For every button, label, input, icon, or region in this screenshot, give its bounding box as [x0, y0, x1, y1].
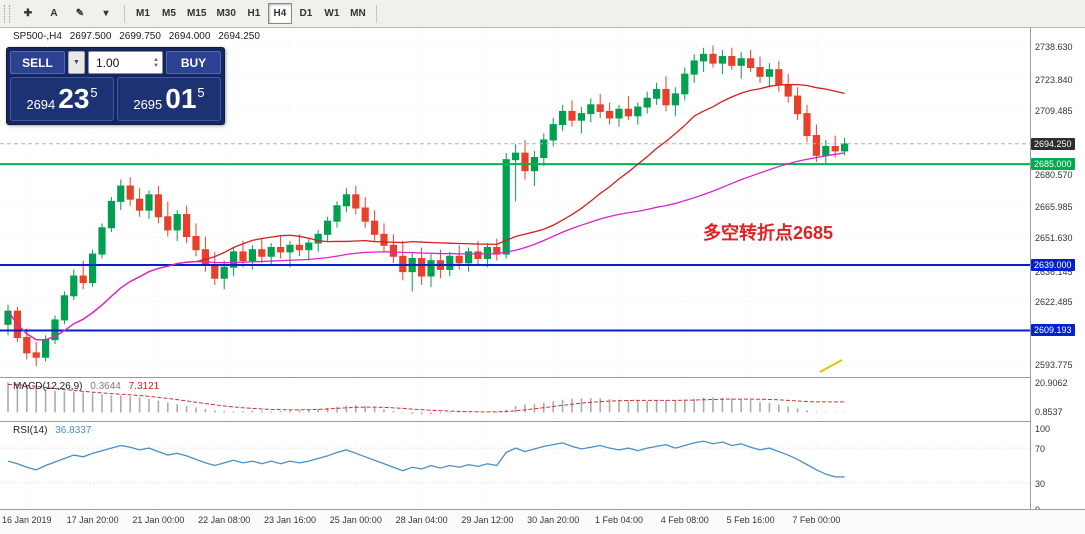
- close-value: 2694.250: [218, 31, 260, 42]
- rsi-name: RSI(14): [13, 425, 48, 436]
- timeframe-m30[interactable]: M30: [212, 3, 239, 24]
- rsi-value: 36.8337: [55, 425, 92, 436]
- open-value: 2697.500: [69, 31, 112, 42]
- high-value: 2699.750: [119, 31, 161, 42]
- price-scale[interactable]: 2738.630 2723.840 2709.485 2680.570 2665.985…: [1030, 28, 1085, 515]
- price-axis-label: 2651.630: [1035, 233, 1073, 244]
- macd-main-value: 0.3644: [90, 381, 121, 392]
- main-toolbar: ✚ A ✎ ▾ M1 M5 M15 M30 H1 H4 D1 W1 MN: [0, 0, 1085, 28]
- draw-tool-menu-icon[interactable]: ▾: [94, 3, 118, 24]
- sell-button[interactable]: SELL: [10, 51, 65, 74]
- ohlc-header: SP500-,H4 2697.500 2699.750 2694.000 269…: [13, 31, 265, 42]
- bid-prefix: 2694: [26, 96, 56, 112]
- timeframe-mn[interactable]: MN: [346, 3, 370, 24]
- time-axis-label: 23 Jan 16:00: [263, 515, 317, 525]
- timeframe-m1[interactable]: M1: [131, 3, 155, 24]
- one-click-trading-panel: SELL ▼ 1.00 ▲ ▼ BUY 2694 23 5 2695 01 5: [6, 47, 225, 125]
- volume-input[interactable]: 1.00 ▲ ▼: [88, 51, 163, 74]
- time-scale[interactable]: 16 Jan 2019 17 Jan 20:00 21 Jan 00:00 22 Ja…: [0, 509, 1085, 534]
- rsi-indicator-label: RSI(14) 36.8337: [13, 425, 91, 436]
- price-axis-label: 2665.985: [1035, 201, 1073, 212]
- time-axis-label: 17 Jan 20:00: [66, 515, 119, 525]
- text-tool-icon[interactable]: A: [42, 3, 66, 24]
- macd-axis-label: 0.8537: [1035, 407, 1063, 418]
- low-value: 2694.000: [168, 31, 211, 42]
- price-axis-label: 2593.775: [1035, 360, 1073, 371]
- bid-price-display[interactable]: 2694 23 5: [10, 77, 114, 121]
- time-axis-label: 29 Jan 12:00: [461, 515, 514, 525]
- volume-decrease-button[interactable]: ▼: [153, 62, 159, 69]
- time-axis-label: 22 Jan 08:00: [198, 515, 251, 525]
- price-axis-label: 2680.570: [1035, 169, 1073, 180]
- rsi-indicator-chart[interactable]: [0, 422, 1030, 509]
- panel-divider-rsi[interactable]: [0, 421, 1085, 422]
- chart-annotation-text: 多空转折点2685: [703, 223, 834, 243]
- draw-tool-icon[interactable]: ✎: [68, 3, 92, 24]
- timeframe-buttons: M1 M5 M15 M30 H1 H4 D1 W1 MN: [130, 3, 371, 24]
- timeframe-h1[interactable]: H1: [242, 3, 266, 24]
- volume-increase-button[interactable]: ▲: [153, 56, 159, 63]
- rsi-axis-label: 30: [1035, 478, 1046, 489]
- buy-button[interactable]: BUY: [166, 51, 221, 74]
- drawing-tools-group: ✚ A ✎ ▾: [15, 3, 119, 24]
- ask-price-display[interactable]: 2695 01 5: [117, 77, 221, 121]
- macd-axis-label: 20.9062: [1035, 378, 1068, 389]
- volume-value[interactable]: 1.00: [96, 55, 120, 70]
- time-axis-label: 7 Feb 00:00: [792, 515, 841, 525]
- time-axis-label: 28 Jan 04:00: [395, 515, 448, 525]
- symbol-timeframe-label: SP500-,H4: [13, 31, 62, 42]
- timeframe-w1[interactable]: W1: [320, 3, 344, 24]
- time-axis-label: 16 Jan 2019: [2, 515, 52, 525]
- price-line-label: 2639.000: [1031, 259, 1075, 272]
- cursor-tool-icon[interactable]: ✚: [16, 3, 40, 24]
- ask-pip-digit: 5: [197, 85, 205, 100]
- timeframe-m5[interactable]: M5: [157, 3, 181, 24]
- chevron-down-icon: ▼: [73, 59, 80, 66]
- ask-big-digits: 01: [165, 83, 197, 114]
- time-axis-label: 25 Jan 00:00: [329, 515, 382, 525]
- price-axis-label: 2636.145: [1035, 267, 1073, 278]
- macd-indicator-chart[interactable]: [0, 378, 1030, 421]
- price-axis-label: 2709.485: [1035, 106, 1073, 117]
- toolbar-separator-2: [375, 4, 377, 23]
- toolbar-drag-handle[interactable]: [4, 4, 10, 23]
- price-line-label: 2694.250: [1031, 137, 1075, 150]
- bid-pip-digit: 5: [90, 85, 98, 100]
- timeframe-h4[interactable]: H4: [267, 3, 292, 24]
- macd-name: MACD(12,26,9): [13, 381, 83, 392]
- ask-prefix: 2695: [133, 96, 163, 112]
- order-options-dropdown[interactable]: ▼: [68, 51, 85, 74]
- price-axis-label: 2723.840: [1035, 74, 1073, 85]
- timeframe-d1[interactable]: D1: [294, 3, 318, 24]
- candlestick-chart[interactable]: [0, 28, 1030, 377]
- panel-divider-macd[interactable]: [0, 377, 1085, 378]
- rsi-axis-label: 70: [1035, 444, 1046, 455]
- macd-indicator-label: MACD(12,26,9) 0.3644 7.3121: [13, 381, 159, 392]
- price-line-label: 2609.193: [1031, 324, 1075, 337]
- rsi-axis-label: 100: [1035, 424, 1051, 434]
- time-axis-label: 30 Jan 20:00: [527, 515, 580, 525]
- macd-signal-value: 7.3121: [128, 381, 160, 392]
- time-axis-label: 4 Feb 08:00: [660, 515, 709, 525]
- bid-big-digits: 23: [58, 83, 90, 114]
- time-axis-label: 5 Feb 16:00: [726, 515, 775, 525]
- price-axis-label: 2738.630: [1035, 42, 1073, 53]
- time-axis-label: 1 Feb 04:00: [594, 515, 644, 525]
- price-axis-label: 2622.485: [1035, 297, 1073, 308]
- time-axis-label: 21 Jan 00:00: [132, 515, 185, 525]
- toolbar-separator: [124, 4, 125, 23]
- price-line-label: 2685.000: [1031, 158, 1075, 171]
- timeframe-m15[interactable]: M15: [183, 3, 210, 24]
